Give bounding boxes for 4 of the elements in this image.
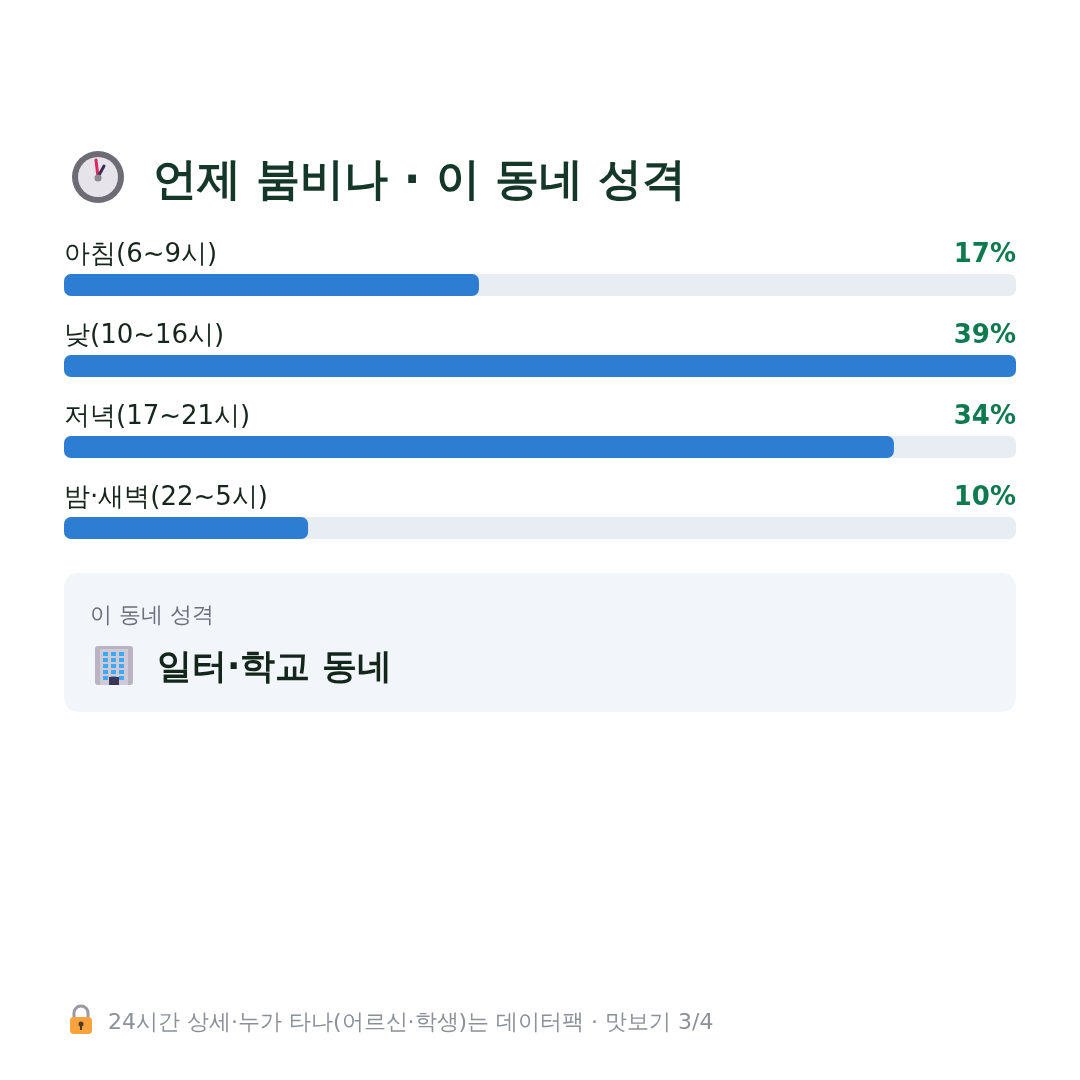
annotation: 이 동네 성격 xyxy=(90,602,214,627)
title: 언제 붐비나 · 이 동네 성격 xyxy=(153,153,687,204)
annotation: 24시간 상세·누가 타나(어르신·학생)는 데이터팩 · 맛보기 3/4 xyxy=(108,1009,714,1034)
annotation: 일터·학교 동네 xyxy=(157,646,393,686)
